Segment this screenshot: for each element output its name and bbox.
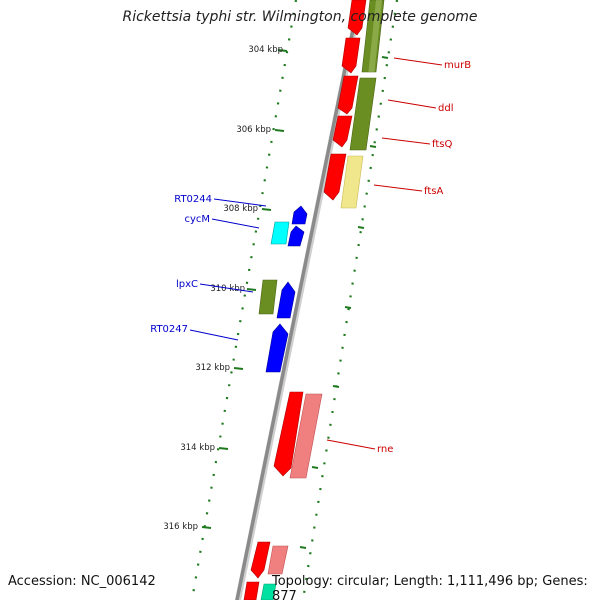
tick-mark bbox=[201, 526, 212, 529]
gene-arrow-ftsA[interactable] bbox=[323, 153, 347, 201]
gene-arrow-ddl[interactable] bbox=[337, 75, 359, 115]
gene-arrow[interactable] bbox=[250, 541, 271, 579]
ruler-ticks: 304 kbp 306 kbp 308 kbp 310 kbp 312 kbp … bbox=[163, 45, 288, 532]
gene-arrow-lpxC[interactable] bbox=[258, 279, 278, 315]
minus-strand-features bbox=[258, 205, 308, 373]
tick-mark bbox=[274, 129, 285, 132]
gene-labels: murB ddl ftsQ ftsA rne RT0244 cycM lpxC … bbox=[150, 60, 471, 455]
accession-label: Accession: NC_006142 bbox=[8, 574, 156, 589]
plus-label-leaders bbox=[326, 57, 443, 450]
tick-label: 316 kbp bbox=[163, 522, 198, 532]
tick-label: 314 kbp bbox=[180, 443, 215, 453]
gene-label-murB[interactable]: murB bbox=[444, 60, 471, 71]
tick-mark bbox=[246, 288, 257, 291]
genome-backbone bbox=[234, 0, 361, 605]
tick-label: 304 kbp bbox=[248, 45, 283, 55]
gene-label-ddl[interactable]: ddl bbox=[438, 103, 453, 114]
gene-label-RT0244[interactable]: RT0244 bbox=[174, 194, 212, 205]
tick-label: 308 kbp bbox=[223, 204, 258, 214]
plus-strand-features bbox=[243, 0, 385, 601]
tick-label: 306 kbp bbox=[236, 125, 271, 135]
outer-ruler-ticks bbox=[299, 56, 389, 549]
tick-label: 310 kbp bbox=[210, 284, 245, 294]
gene-label-ftsQ[interactable]: ftsQ bbox=[432, 139, 452, 150]
tick-ruler-dots bbox=[190, 0, 298, 601]
minus-label-leaders bbox=[189, 198, 267, 341]
gene-arrow-RT0247[interactable] bbox=[265, 323, 289, 373]
gene-label-RT0247[interactable]: RT0247 bbox=[150, 324, 188, 335]
gene-label-ftsA[interactable]: ftsA bbox=[424, 186, 443, 197]
gene-label-cycM[interactable]: cycM bbox=[184, 214, 210, 225]
gene-arrow[interactable] bbox=[267, 545, 289, 575]
gene-highlight bbox=[368, 0, 382, 72]
gene-label-lpxC[interactable]: lpxC bbox=[176, 279, 198, 290]
gene-arrow[interactable] bbox=[340, 155, 364, 209]
tick-mark bbox=[277, 49, 288, 52]
gene-arrow-murB[interactable] bbox=[341, 37, 361, 74]
tick-mark bbox=[218, 447, 229, 450]
gene-arrow[interactable] bbox=[276, 281, 296, 319]
gene-arrow[interactable] bbox=[289, 393, 323, 479]
tick-mark bbox=[233, 367, 244, 370]
map-title: Rickettsia typhi str. Wilmington, comple… bbox=[122, 9, 478, 25]
tick-mark bbox=[261, 208, 272, 211]
gene-arrow-ftsQ[interactable] bbox=[332, 115, 353, 148]
gene-arrow-RT0244[interactable] bbox=[291, 205, 308, 225]
gene-label-rne[interactable]: rne bbox=[377, 444, 393, 455]
gene-arrow[interactable] bbox=[287, 225, 305, 247]
gene-arrow[interactable] bbox=[243, 581, 260, 601]
gene-arrow-rne[interactable] bbox=[273, 391, 304, 477]
gene-arrow[interactable] bbox=[347, 0, 367, 36]
tick-label: 312 kbp bbox=[195, 363, 230, 373]
gene-arrow-cycM[interactable] bbox=[270, 221, 290, 245]
gene-arrow[interactable] bbox=[349, 77, 377, 151]
